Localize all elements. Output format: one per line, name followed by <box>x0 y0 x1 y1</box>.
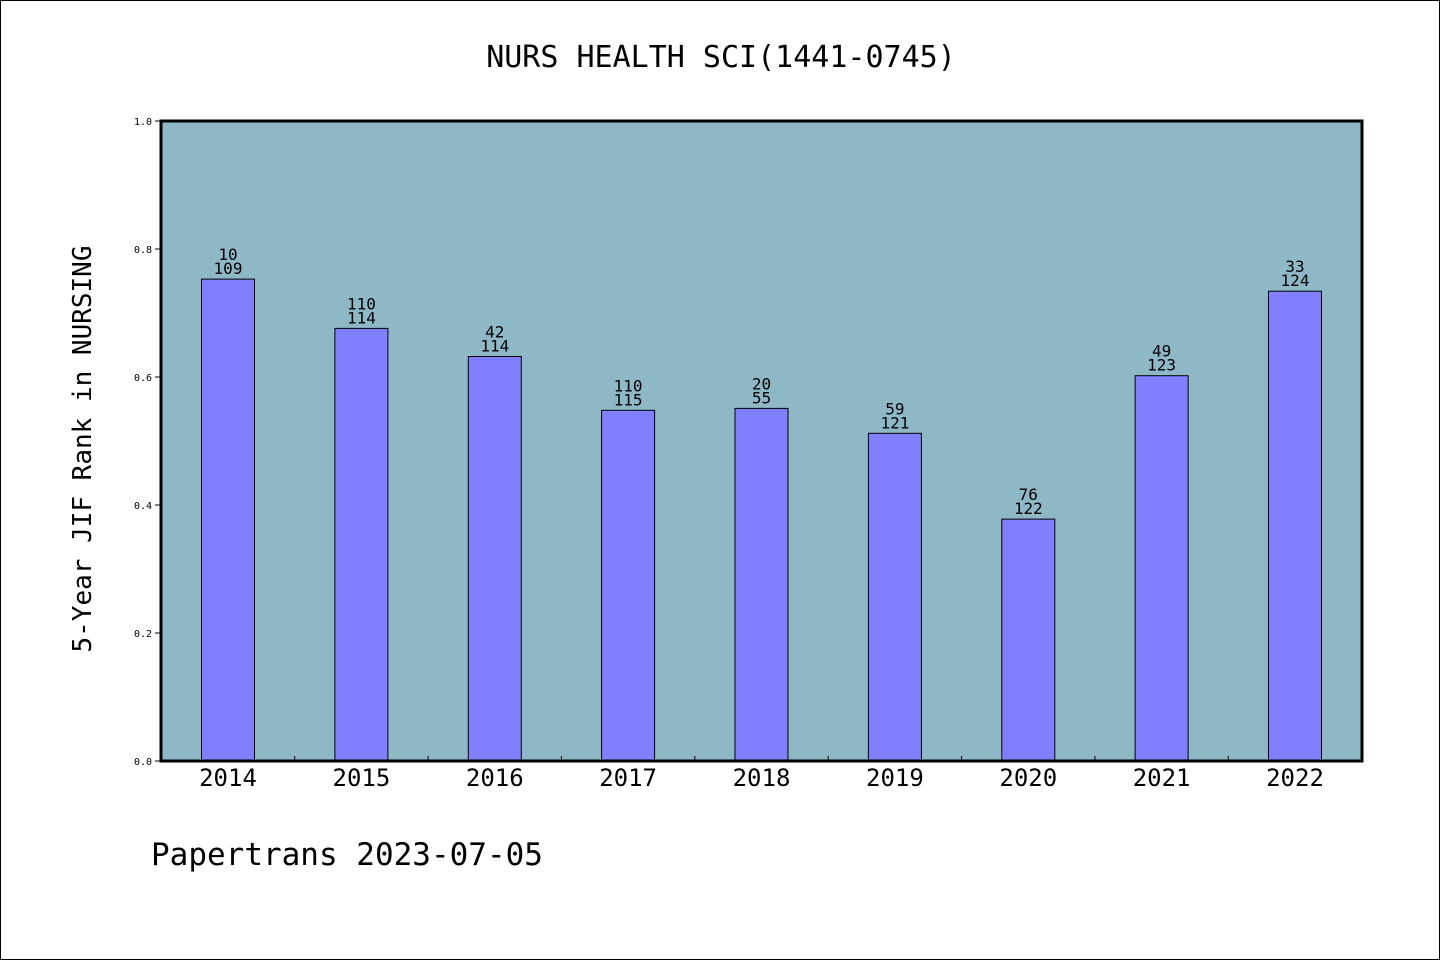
bar-total-label: 109 <box>214 259 243 278</box>
x-tick-label: 2022 <box>1266 764 1324 792</box>
bar-rank-label: 59 <box>885 399 904 418</box>
y-tick-label: 0.0 <box>134 757 152 768</box>
y-axis: 0.0 0.2 0.4 0.6 0.8 1.0 <box>134 117 161 768</box>
bars-layer <box>201 278 1322 762</box>
chart-title: NURS HEALTH SCI(1441-0745) <box>486 40 956 75</box>
y-axis-label: 5-Year JIF Rank in NURSING <box>68 246 98 653</box>
bar-total-label: 115 <box>614 390 643 409</box>
bar-total-label: 114 <box>347 308 376 327</box>
data-labels-layer: 1010911011442114110115205559121761224912… <box>214 245 1310 518</box>
x-tick-label: 2018 <box>733 764 791 792</box>
bar-rank-label: 76 <box>1019 485 1038 504</box>
footer-text: Papertrans 2023-07-05 <box>151 837 543 873</box>
y-tick-label: 1.0 <box>134 117 152 128</box>
x-tick-label: 2020 <box>999 764 1057 792</box>
bar-2021 <box>1134 375 1189 762</box>
y-tick-label: 0.8 <box>134 245 152 256</box>
x-tick-label: 2021 <box>1133 764 1191 792</box>
plot-border <box>159 119 1364 763</box>
bar-rank-label: 33 <box>1285 257 1304 276</box>
bar-2022 <box>1268 290 1322 762</box>
bar-2016 <box>467 356 522 762</box>
bar-rank-label: 42 <box>485 323 504 342</box>
x-axis: 2014 2015 2016 2017 2018 2019 2020 2021 2022 <box>199 756 1324 792</box>
bar-2018 <box>734 407 789 762</box>
bar-2015 <box>334 327 389 762</box>
bar-total-label: 55 <box>752 388 771 407</box>
x-tick-label: 2015 <box>333 764 391 792</box>
bar-total-label: 123 <box>1147 356 1176 375</box>
bar-total-label: 114 <box>480 337 509 356</box>
x-tick-label: 2014 <box>199 764 257 792</box>
y-tick-label: 0.2 <box>134 629 152 640</box>
bar-2019 <box>867 432 922 762</box>
bar-2020 <box>1001 518 1056 762</box>
bar-total-label: 122 <box>1014 499 1043 518</box>
bar-rank-label: 110 <box>614 376 643 395</box>
bar-rank-label: 49 <box>1152 342 1171 361</box>
bar-rank-label: 10 <box>218 245 237 264</box>
x-tick-label: 2019 <box>866 764 924 792</box>
y-tick-label: 0.6 <box>134 373 152 384</box>
bar-2017 <box>601 409 656 762</box>
bar-total-label: 124 <box>1281 271 1310 290</box>
x-tick-label: 2016 <box>466 764 524 792</box>
x-tick-label: 2017 <box>599 764 657 792</box>
bar-total-label: 121 <box>880 413 909 432</box>
bar-rank-label: 110 <box>347 294 376 313</box>
bar-rank-label: 20 <box>752 374 771 393</box>
y-tick-label: 0.4 <box>134 501 152 512</box>
bar-2014 <box>201 278 255 762</box>
